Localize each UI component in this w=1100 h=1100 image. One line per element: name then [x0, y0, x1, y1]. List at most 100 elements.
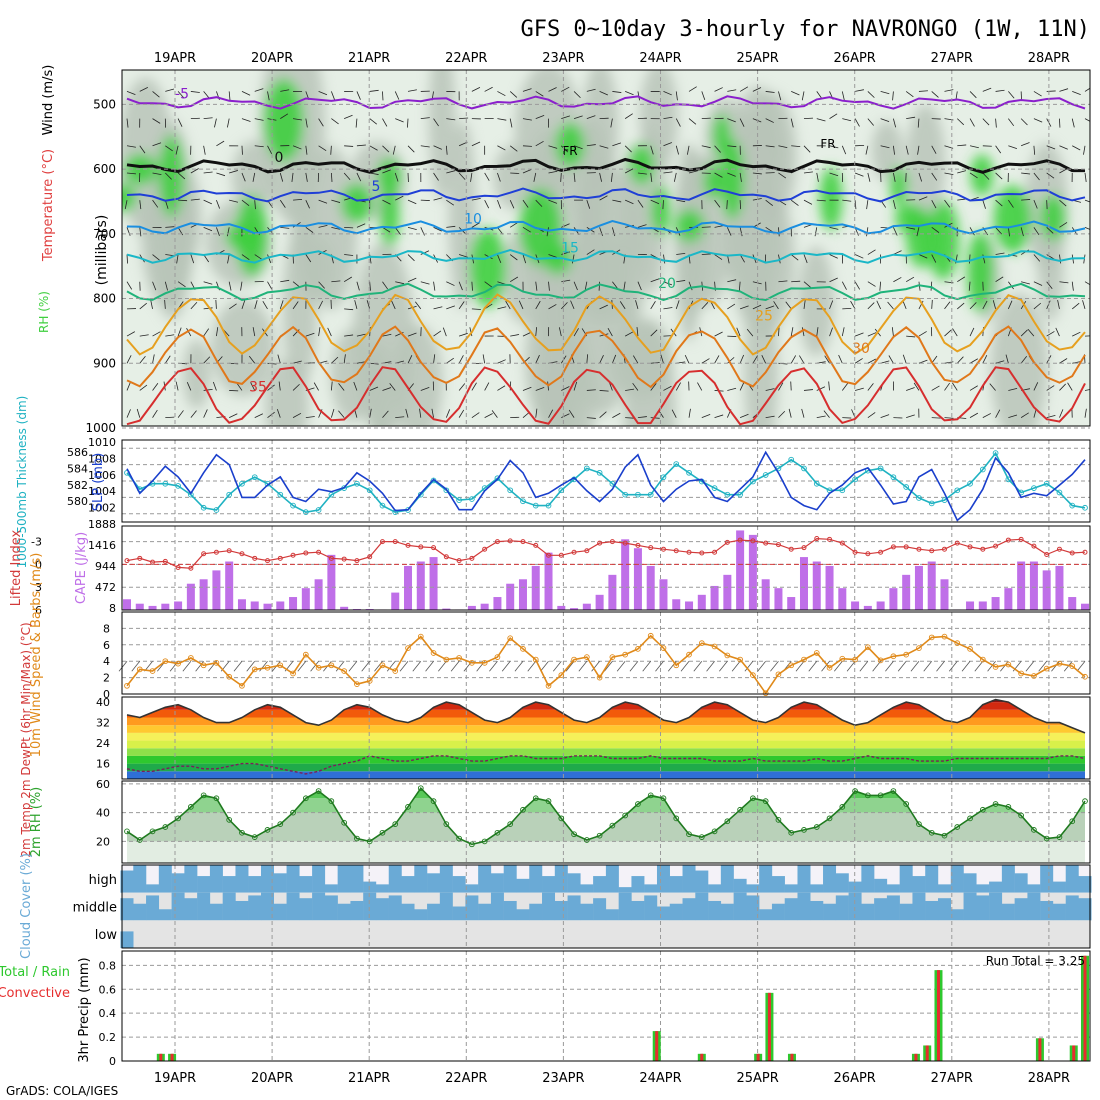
wind-barb	[292, 301, 299, 310]
wind-barb	[829, 145, 839, 149]
cape-bar	[825, 565, 834, 610]
wind-barb	[216, 200, 221, 209]
wind-barb	[433, 118, 439, 127]
wind-barb	[305, 118, 308, 128]
wind-barb	[331, 356, 339, 364]
wind-barb	[395, 281, 405, 285]
wind-barb	[497, 306, 507, 310]
wind-barb	[752, 304, 762, 310]
lifted-index-point	[367, 554, 373, 560]
wind-barb	[548, 170, 558, 174]
wind-speed-point	[826, 664, 833, 671]
cloud-bar-middle	[439, 892, 453, 921]
wind-barb	[190, 168, 199, 174]
lifted-index-point	[265, 558, 271, 564]
cloud-bar-high	[1027, 884, 1041, 893]
wind-barb-10m	[540, 660, 549, 672]
wind-barb	[548, 199, 558, 204]
wind-barb	[318, 281, 325, 289]
wind-barb	[382, 281, 388, 290]
cloud-bar-middle	[682, 898, 696, 921]
wind-barb	[791, 91, 800, 96]
wind-barb	[586, 88, 596, 92]
wind-barb	[876, 300, 881, 310]
cloud-bar-high	[375, 884, 389, 893]
cloud-bar-middle	[656, 906, 670, 921]
wind-barb	[1020, 329, 1028, 337]
wind-barb	[625, 91, 634, 96]
cloud-bar-high	[490, 873, 504, 893]
wind-barb	[535, 408, 538, 418]
wind-barb	[356, 281, 360, 291]
wind-barb	[701, 226, 711, 228]
cape-bar	[531, 565, 540, 610]
wind-barb	[867, 249, 876, 255]
wind-barb	[394, 91, 400, 100]
wind-barb-10m	[629, 660, 639, 672]
wind-barb	[252, 327, 256, 337]
rh-2m-point	[941, 832, 948, 839]
wind-barb	[739, 86, 749, 92]
wind-barb	[203, 226, 213, 232]
wind-barbs-upper	[124, 86, 1090, 419]
rh-2m-point	[315, 788, 322, 794]
wind-barb	[688, 408, 691, 418]
date-label-top: 26APR	[834, 51, 876, 66]
wind-barb	[790, 199, 799, 206]
wind-barb	[215, 299, 217, 309]
rh-2m-point	[622, 812, 629, 819]
li-tick-label: 3	[35, 581, 42, 594]
lifted-index-point	[839, 540, 845, 546]
cape-bar	[991, 597, 1000, 610]
wind-barb	[522, 88, 532, 92]
isotherm--5	[126, 95, 1086, 110]
cloud-bar-middle	[886, 895, 900, 921]
wind-barb	[801, 408, 805, 418]
rh-band	[127, 812, 1085, 842]
wind-tick-label: 2	[103, 672, 110, 685]
slp-line	[126, 450, 1086, 522]
wind-barb	[533, 172, 537, 182]
thickness-point	[494, 475, 501, 482]
wind-barb	[165, 88, 175, 92]
date-label-top: 23APR	[542, 51, 584, 66]
wind-speed-point	[328, 662, 335, 669]
wind-barb	[445, 145, 448, 155]
date-label-top: 20APR	[251, 51, 293, 66]
lifted-index-point	[712, 549, 718, 555]
wind-barb	[318, 91, 328, 96]
isotherm-label: 25	[755, 308, 773, 324]
wind-barb	[1084, 199, 1090, 203]
cape-bar	[212, 570, 221, 610]
rh-band	[127, 841, 1085, 863]
wind-barb	[761, 354, 767, 364]
cloud-bar-middle	[158, 909, 172, 921]
wind-barb	[356, 223, 366, 228]
lifted-index-point	[597, 540, 603, 546]
wind-speed-line	[126, 634, 1086, 695]
wind-barb	[752, 172, 762, 175]
lifted-index-point	[699, 550, 705, 556]
cloud-bar-middle	[810, 900, 824, 921]
wind-barb	[469, 327, 473, 337]
cape-bar	[314, 579, 323, 610]
wind-barb	[586, 354, 589, 364]
wind-barb	[598, 281, 601, 291]
wind-barb	[228, 303, 237, 310]
wind-barb-10m	[974, 660, 984, 672]
wind-barb	[535, 199, 543, 207]
lifted-index-point	[520, 539, 526, 545]
rh-2m-point	[456, 835, 462, 842]
wind-barb	[356, 361, 366, 364]
wind-barb	[203, 91, 210, 99]
wind-barb	[216, 327, 219, 337]
wind-barb	[420, 117, 430, 120]
wind-barb	[433, 197, 443, 201]
isotherm-label: 10	[464, 211, 482, 227]
cape-tick-label: 8	[109, 602, 116, 615]
wind-barb	[535, 114, 545, 119]
cloud-bar-high	[465, 884, 479, 893]
wind-speed-point	[341, 668, 347, 674]
wind-barb	[684, 354, 690, 364]
wind-barb	[509, 254, 518, 261]
